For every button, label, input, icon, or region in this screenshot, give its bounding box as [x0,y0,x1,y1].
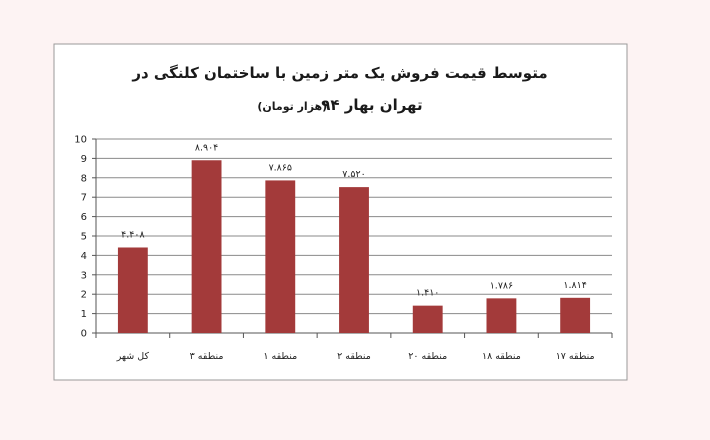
chart-title-line-2: تهران بهار ۹۴(هزار تومان) [257,96,422,114]
data-label-1: ۸.۹۰۴ [195,142,218,153]
y-tick-label: 3 [81,270,87,281]
chart-title-line-1: متوسط قیمت فروش یک متر زمین با ساختمان ک… [131,64,547,82]
y-tick-labels: 0 1 2 3 4 5 6 7 8 9 10 [74,135,87,340]
y-tick-label: 4 [81,251,87,262]
bars [117,160,591,333]
chart-title-main: تهران بهار ۹۴ [321,96,422,114]
y-tick-label: 2 [81,290,87,301]
data-label-3: ۷.۵۲۰ [342,169,365,180]
data-label-2: ۷.۸۶۵ [269,162,292,173]
x-category-labels: کل شهر منطقه ۳ منطقه ۱ منطقه ۲ منطقه ۲۰ منطقه… [116,351,595,362]
data-labels: ۴.۴۰۸ ۸.۹۰۴ ۷.۸۶۵ ۷.۵۲۰ ۱.۴۱۰ ۱.۷۸۶ ۱.۸۱۴ [121,142,587,298]
bar-0 [117,247,148,333]
category-label-4: منطقه ۲۰ [408,351,447,362]
y-tick-label: 1 [81,309,87,320]
bar-5 [486,298,517,333]
y-tick-label: 6 [81,212,87,223]
y-tick-label: 8 [81,173,87,184]
category-label-2: منطقه ۱ [263,351,297,362]
y-tick-label: 7 [81,193,87,204]
data-label-0: ۴.۴۰۸ [121,229,144,240]
y-tick-label: 0 [81,329,87,340]
category-label-5: منطقه ۱۸ [482,351,521,362]
category-label-0: کل شهر [116,351,150,362]
data-label-4: ۱.۴۱۰ [416,288,439,299]
bar-3 [339,187,369,333]
bar-4 [412,305,443,333]
category-label-6: منطقه ۱۷ [556,351,595,362]
y-tick-label: 10 [74,135,87,146]
y-tick-label: 5 [81,232,87,243]
category-label-3: منطقه ۲ [337,351,371,362]
y-tick-label: 9 [81,154,87,165]
bar-6 [560,297,591,333]
bar-2 [265,180,296,333]
bar-1 [191,160,222,333]
chart-title-unit: (هزار تومان) [257,100,327,113]
data-label-6: ۱.۸۱۴ [563,280,586,291]
category-label-1: منطقه ۳ [190,351,224,362]
data-label-5: ۱.۷۸۶ [490,280,513,291]
